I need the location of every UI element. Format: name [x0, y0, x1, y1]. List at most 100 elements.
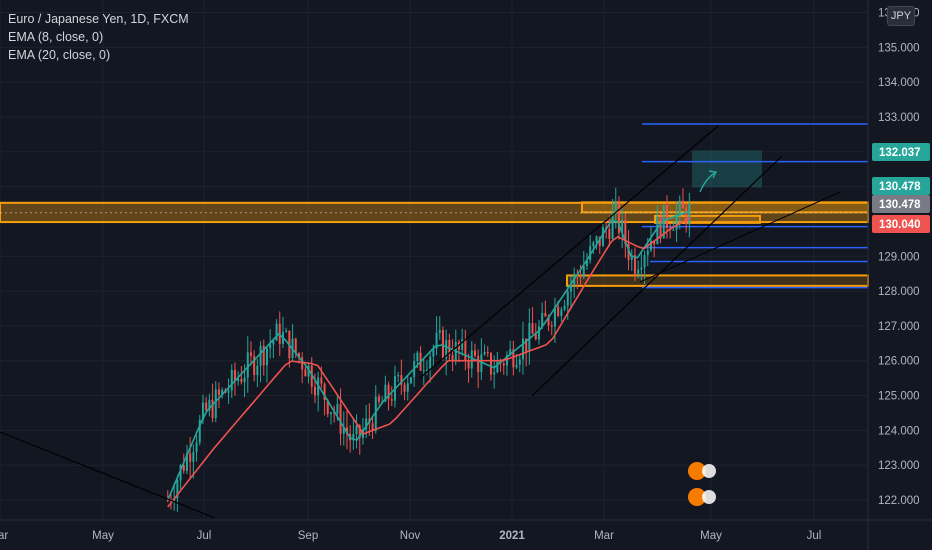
- ema8-legend[interactable]: EMA (8, close, 0): [8, 30, 104, 44]
- candle-body: [285, 330, 288, 333]
- price-tag-label: 132.037: [879, 147, 921, 159]
- candle-body: [176, 480, 179, 499]
- candle-body: [557, 306, 560, 316]
- candle-body: [240, 378, 243, 383]
- price-tick-label: 125.000: [878, 391, 920, 403]
- price-tag: [872, 195, 930, 213]
- candle-body: [201, 402, 204, 420]
- candle-body: [256, 365, 259, 376]
- candle-body: [269, 344, 272, 349]
- candle-body: [611, 212, 614, 239]
- candle-body: [560, 309, 563, 316]
- candle-body: [489, 352, 492, 375]
- candle-body: [217, 389, 220, 395]
- price-tag-label: 130.040: [879, 219, 921, 231]
- currency-badge[interactable]: JPY: [887, 6, 915, 26]
- candle-body: [425, 369, 428, 371]
- event-markers[interactable]: [688, 462, 716, 506]
- candle-body: [685, 208, 688, 224]
- time-tick-label: 2021: [499, 530, 525, 542]
- candle-body: [621, 220, 624, 234]
- candle-body: [387, 384, 390, 400]
- event-marker-icon: [702, 490, 716, 504]
- chart-grid: [0, 0, 868, 520]
- candle-body: [265, 348, 268, 366]
- candle-body: [521, 338, 524, 360]
- resistance-zone-small: [654, 214, 761, 224]
- candle-body: [400, 375, 403, 385]
- candle-body: [493, 372, 496, 375]
- candle-body: [512, 349, 515, 368]
- candle-body: [320, 377, 323, 384]
- time-tick-label: ar: [0, 530, 8, 542]
- symbol-title[interactable]: Euro / Japanese Yen, 1D, FXCM: [8, 12, 189, 26]
- candle-body: [509, 349, 512, 355]
- candle-body: [547, 316, 550, 326]
- candle-body: [617, 201, 620, 234]
- candle-body: [205, 402, 208, 411]
- price-tag: [872, 143, 930, 161]
- candle-body: [525, 338, 528, 352]
- candle-body: [595, 236, 598, 243]
- price-tag: [872, 177, 930, 195]
- candle-body: [649, 240, 652, 251]
- candlestick-series: [166, 187, 691, 512]
- candle-body: [345, 427, 348, 434]
- candle-body: [553, 306, 556, 327]
- ema20-legend[interactable]: EMA (20, close, 0): [8, 48, 111, 62]
- candle-body: [653, 240, 656, 245]
- candle-body: [541, 312, 544, 327]
- candle-body: [230, 370, 233, 391]
- candle-body: [659, 216, 662, 239]
- target-box: [692, 150, 762, 188]
- candle-body: [329, 412, 332, 414]
- candle-body: [237, 378, 240, 381]
- candle-body: [301, 357, 304, 370]
- candle-body: [198, 419, 201, 443]
- candle-body: [403, 384, 406, 392]
- candle-body: [416, 352, 419, 362]
- candle-body: [189, 453, 192, 462]
- candle-body: [323, 383, 326, 401]
- target-arrow: [699, 171, 717, 193]
- price-tick-label: 124.000: [878, 425, 920, 437]
- candle-body: [441, 330, 444, 359]
- candle-body: [214, 389, 217, 419]
- candle-body: [422, 370, 425, 372]
- candle-body: [397, 375, 400, 377]
- event-marker-icon: [688, 462, 706, 480]
- price-tick-label: 126.000: [878, 356, 920, 368]
- candle-body: [656, 216, 659, 245]
- candle-body: [473, 350, 476, 356]
- candle-body: [582, 266, 585, 278]
- time-tick-label: Mar: [594, 530, 614, 542]
- ema8-line: [167, 210, 690, 501]
- ema20-line: [167, 217, 691, 508]
- price-tick-label: 127.000: [878, 321, 920, 333]
- candle-body: [470, 350, 473, 369]
- candle-body: [505, 354, 508, 366]
- candle-body: [678, 200, 681, 214]
- event-marker-icon: [702, 464, 716, 478]
- candle-body: [550, 325, 553, 327]
- candle-body: [528, 323, 531, 352]
- support-zone: [566, 274, 869, 287]
- event-marker-icon: [688, 488, 706, 506]
- price-tick-label: 135.000: [878, 42, 920, 54]
- candle-body: [192, 452, 195, 462]
- time-axis[interactable]: ar May Jul Sep Nov 2021 Mar May Jul: [0, 519, 932, 542]
- price-axis[interactable]: 122.000 123.000 124.000 125.000 126.000 127.0…: [867, 0, 920, 550]
- candle-body: [515, 364, 518, 368]
- chart-legend: Euro / Japanese Yen, 1D, FXCM EMA (8, cl…: [8, 10, 189, 64]
- candle-body: [585, 260, 588, 267]
- candle-body: [313, 386, 316, 396]
- candle-body: [566, 291, 569, 306]
- candle-body: [681, 200, 684, 209]
- candle-body: [233, 370, 236, 381]
- candle-body: [608, 229, 611, 239]
- candle-body: [563, 305, 566, 310]
- candle-body: [544, 312, 547, 317]
- annotation-zones: [0, 123, 869, 289]
- time-tick-label: Jul: [807, 530, 822, 542]
